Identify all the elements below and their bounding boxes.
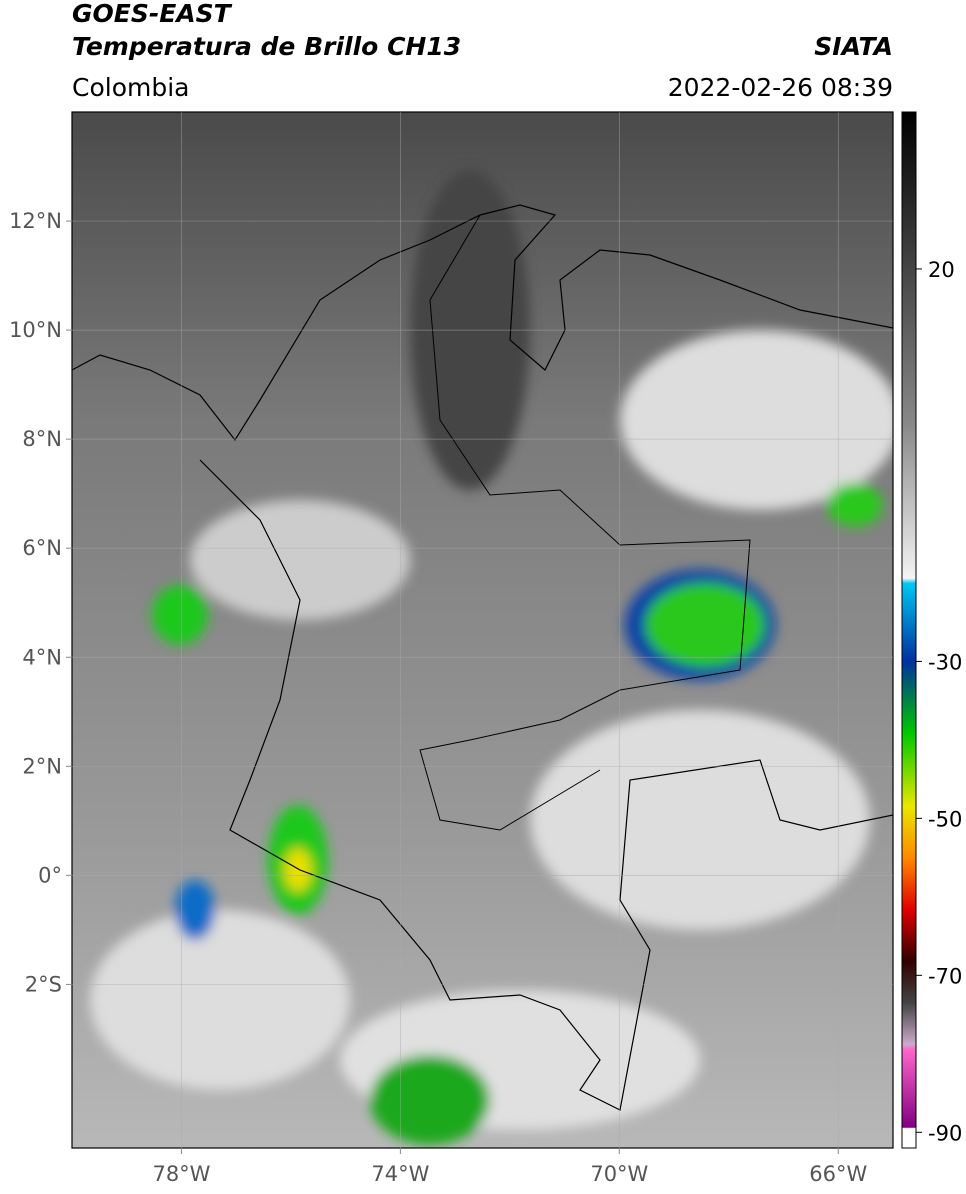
colorbar-tick-label: -50 [928, 807, 962, 831]
x-tick-label: 70°W [590, 1162, 648, 1186]
map-frame [71, 111, 894, 1149]
y-tick-label: 2°N [22, 754, 62, 778]
x-tick-label: 74°W [371, 1162, 429, 1186]
colorbar [901, 111, 917, 1149]
y-tick-label: 8°N [22, 427, 62, 451]
title-line2: Temperatura de Brillo CH13 [72, 32, 461, 61]
title-line1: GOES-EAST [72, 0, 233, 28]
y-tick-label: 4°N [22, 645, 62, 669]
colorbar-tick-label: -30 [928, 650, 962, 674]
source: SIATA [814, 32, 893, 61]
colorbar-tick-label: -70 [928, 964, 962, 988]
y-tick-label: 12°N [9, 209, 62, 233]
y-tick-label: 6°N [22, 536, 62, 560]
x-tick-label: 78°W [152, 1162, 210, 1186]
y-tick-label: 2°S [25, 972, 62, 996]
region: Colombia [72, 73, 189, 102]
colorbar-tick-label: 20 [928, 258, 955, 282]
y-tick-label: 0° [38, 863, 62, 887]
map-image [72, 112, 893, 1148]
x-tick-label: 66°W [809, 1162, 867, 1186]
colorbar-tick-label: -90 [928, 1121, 962, 1145]
datetime: 2022-02-26 08:39 [668, 73, 893, 102]
y-tick-label: 10°N [9, 318, 62, 342]
